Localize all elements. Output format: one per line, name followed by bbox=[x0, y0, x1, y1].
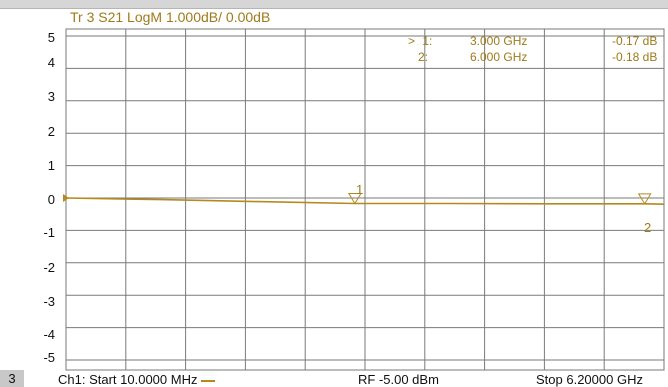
marker-2-triangle[interactable] bbox=[637, 193, 652, 205]
trace-line bbox=[65, 197, 665, 205]
y-tick-label: 5 bbox=[47, 30, 55, 45]
y-tick-label: -2 bbox=[43, 260, 55, 275]
trace-header[interactable]: Tr 3 S21 LogM 1.000dB/ 0.00dB bbox=[70, 9, 271, 25]
trace-color-legend bbox=[201, 379, 216, 382]
marker-row-2[interactable]: 2: bbox=[418, 50, 428, 64]
active-marker-indicator: > bbox=[408, 34, 416, 48]
y-tick-label: 3 bbox=[47, 89, 55, 104]
rf-power[interactable]: RF -5.00 dBm bbox=[358, 372, 439, 387]
marker-freq: 6.000 GHz bbox=[470, 50, 528, 64]
start-frequency-text: Ch1: Start 10.0000 MHz bbox=[58, 372, 198, 387]
y-tick-label: -3 bbox=[43, 294, 55, 309]
marker-1-triangle[interactable] bbox=[347, 193, 362, 205]
marker-id: 1: bbox=[422, 34, 433, 48]
start-frequency[interactable]: Ch1: Start 10.0000 MHz bbox=[58, 372, 216, 387]
y-tick-label: -1 bbox=[43, 225, 55, 240]
marker-id: 2: bbox=[418, 50, 429, 64]
marker-freq: 3.000 GHz bbox=[470, 34, 528, 48]
y-tick-label: -5 bbox=[43, 350, 55, 365]
y-tick-label: 4 bbox=[47, 55, 55, 70]
channel-number[interactable]: 3 bbox=[0, 370, 24, 387]
top-strip bbox=[0, 0, 668, 9]
stop-frequency[interactable]: Stop 6.20000 GHz bbox=[536, 372, 643, 387]
y-tick-label: -4 bbox=[43, 327, 55, 342]
marker-2-label: 2 bbox=[644, 220, 652, 235]
y-tick-label: 1 bbox=[47, 158, 55, 173]
marker-value: -0.17 dB bbox=[612, 34, 658, 48]
marker-row-1[interactable]: > 1: bbox=[408, 34, 432, 48]
grid bbox=[65, 28, 665, 371]
y-tick-label: 0 bbox=[47, 192, 55, 207]
reference-level-arrow[interactable] bbox=[63, 194, 69, 202]
trace-layer bbox=[65, 197, 665, 205]
marker-layer bbox=[63, 193, 652, 205]
y-tick-label: 2 bbox=[47, 124, 55, 139]
marker-value: -0.18 dB bbox=[612, 50, 658, 64]
marker-1-label: 1 bbox=[356, 182, 364, 197]
